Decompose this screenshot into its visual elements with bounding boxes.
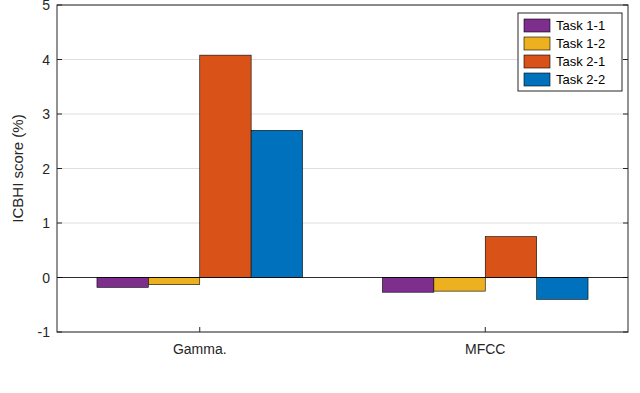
legend-swatch (524, 73, 550, 86)
tick-mark (623, 223, 628, 224)
bar (485, 237, 536, 278)
bar (200, 55, 251, 277)
chart: -1 0 1 2 3 4 5 Gamma. MFCC ICBHI score (%) Task 1-… (0, 0, 640, 393)
tick-mark (57, 168, 62, 169)
tick-mark (57, 223, 62, 224)
legend-label: Task 1-2 (556, 36, 605, 51)
grid-line (57, 223, 628, 224)
legend-swatch (524, 19, 550, 32)
tick-mark (57, 59, 62, 60)
legend-label: Task 2-1 (556, 54, 605, 69)
plot-background (57, 5, 628, 332)
axis-title: ICBHI score (%) (9, 114, 26, 222)
bar (537, 278, 588, 300)
bar (251, 130, 302, 277)
baseline (57, 277, 628, 278)
tick-mark (623, 59, 628, 60)
legend-label: Task 1-1 (556, 18, 605, 33)
grid-line (57, 114, 628, 115)
plot-frame (57, 5, 628, 332)
legend-label: Task 2-2 (556, 72, 605, 87)
legend: Task 1-1 Task 1-2 Task 2-1 Task 2-2 (518, 13, 622, 91)
tick-label: 3 (42, 106, 50, 122)
bar (382, 278, 433, 293)
tick-label: 5 (42, 0, 50, 13)
legend-swatch (524, 37, 550, 50)
tick-mark (199, 327, 200, 332)
tick-mark (623, 168, 628, 169)
bar (148, 278, 199, 285)
tick-mark (485, 327, 486, 332)
tick-label: 1 (42, 215, 50, 231)
category-label: Gamma. (173, 341, 227, 357)
grid-line (57, 168, 628, 169)
tick-mark (623, 114, 628, 115)
tick-label: 0 (42, 270, 50, 286)
bar (97, 278, 148, 288)
legend-box (518, 13, 622, 91)
tick-label: -1 (38, 324, 51, 340)
tick-label: 2 (42, 161, 50, 177)
legend-swatch (524, 55, 550, 68)
tick-mark (57, 114, 62, 115)
tick-label: 4 (42, 52, 50, 68)
bar (434, 278, 485, 292)
grid-line (57, 277, 628, 278)
category-label: MFCC (465, 341, 505, 357)
